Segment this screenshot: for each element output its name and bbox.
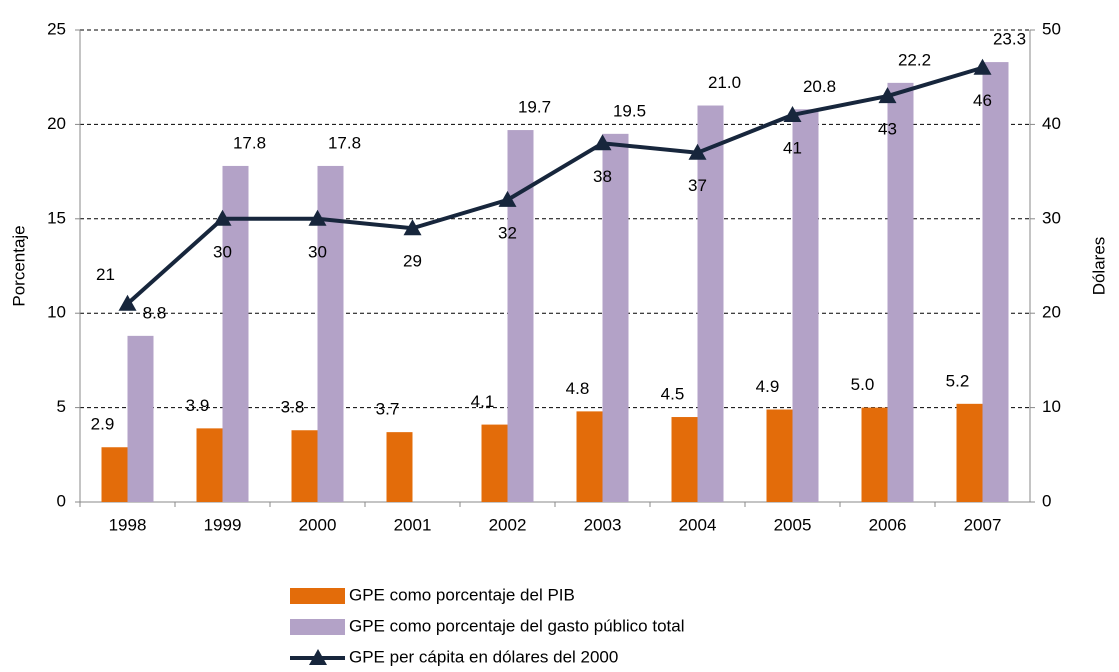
- x-tick-label: 2001: [394, 515, 432, 534]
- data-label: 17.8: [233, 133, 266, 152]
- bar: [481, 424, 508, 502]
- data-label: 17.8: [328, 133, 361, 152]
- data-label: 41: [783, 138, 802, 157]
- data-label: 38: [593, 167, 612, 186]
- x-tick-label: 1998: [109, 515, 147, 534]
- x-tick-label: 2007: [964, 515, 1002, 534]
- data-label: 4.8: [566, 379, 590, 398]
- line-marker: [688, 143, 707, 160]
- bar: [982, 62, 1009, 502]
- bar: [386, 432, 413, 502]
- bar: [861, 407, 888, 502]
- line-marker: [118, 294, 137, 311]
- bar: [602, 133, 629, 502]
- line-marker: [308, 209, 327, 226]
- data-label: 4.9: [756, 377, 780, 396]
- y2-axis-label: Dólares: [1089, 237, 1108, 296]
- legend-marker: [309, 649, 327, 665]
- data-label: 8.8: [143, 303, 167, 322]
- line: [126, 65, 984, 306]
- y-tick-label: 5: [57, 397, 66, 416]
- line-marker: [593, 134, 612, 151]
- data-label: 3.8: [281, 398, 305, 417]
- legend-label: GPE como porcentaje del PIB: [349, 585, 575, 604]
- data-label: 22.2: [898, 50, 931, 69]
- x-tick-label: 1999: [204, 515, 242, 534]
- data-label: 30: [213, 242, 232, 261]
- data-label: 21: [96, 265, 115, 284]
- bar: [697, 105, 724, 503]
- y-tick-label: 15: [47, 208, 66, 227]
- bar: [671, 417, 698, 502]
- bar: [196, 428, 223, 502]
- data-label: 32: [498, 223, 517, 242]
- data-label: 5.2: [946, 371, 970, 390]
- x-tick-label: 2006: [869, 515, 907, 534]
- y-tick-label: 20: [47, 114, 66, 133]
- data-label: 37: [688, 176, 707, 195]
- bar: [887, 82, 914, 502]
- legend-label: GPE per cápita en dólares del 2000: [349, 647, 618, 666]
- y2-tick-label: 50: [1042, 19, 1061, 38]
- legend-swatch: [290, 619, 345, 635]
- y2-tick-label: 20: [1042, 303, 1061, 322]
- line-marker: [213, 209, 232, 226]
- data-label: 2.9: [91, 415, 115, 434]
- line-marker: [403, 219, 422, 236]
- bar: [576, 411, 603, 502]
- bar: [317, 165, 344, 502]
- data-label: 4.1: [471, 392, 495, 411]
- bar: [101, 447, 128, 502]
- data-label: 3.7: [376, 400, 400, 419]
- data-label: 4.5: [661, 385, 685, 404]
- x-tick-label: 2005: [774, 515, 812, 534]
- y2-tick-label: 40: [1042, 114, 1061, 133]
- data-label: 5.0: [851, 375, 875, 394]
- legend-label: GPE como porcentaje del gasto público to…: [349, 616, 684, 635]
- line-marker: [878, 87, 897, 104]
- data-label: 21.0: [708, 73, 741, 92]
- line-marker: [498, 190, 517, 207]
- line-marker: [973, 58, 992, 75]
- bar: [766, 409, 793, 502]
- bar: [792, 109, 819, 503]
- x-tick-label: 2002: [489, 515, 527, 534]
- legend-swatch: [290, 588, 345, 604]
- data-label: 29: [403, 252, 422, 271]
- y-tick-label: 10: [47, 303, 66, 322]
- data-label: 46: [973, 91, 992, 110]
- y2-tick-label: 30: [1042, 208, 1061, 227]
- x-tick-label: 2000: [299, 515, 337, 534]
- y-axis-label: Porcentaje: [9, 225, 28, 306]
- bar: [127, 335, 154, 502]
- bar: [291, 430, 318, 502]
- y2-tick-label: 10: [1042, 397, 1061, 416]
- y-tick-label: 0: [57, 491, 66, 510]
- data-label: 3.9: [186, 396, 210, 415]
- data-label: 23.3: [993, 30, 1026, 49]
- data-label: 30: [308, 242, 327, 261]
- data-label: 20.8: [803, 77, 836, 96]
- y-tick-label: 25: [47, 19, 66, 38]
- data-label: 19.7: [518, 98, 551, 117]
- data-label: 43: [878, 120, 897, 139]
- x-tick-label: 2004: [679, 515, 717, 534]
- x-tick-label: 2003: [584, 515, 622, 534]
- bar: [222, 165, 249, 502]
- line-marker: [783, 105, 802, 122]
- data-label: 19.5: [613, 101, 646, 120]
- y2-tick-label: 0: [1042, 491, 1051, 510]
- bar: [956, 403, 983, 502]
